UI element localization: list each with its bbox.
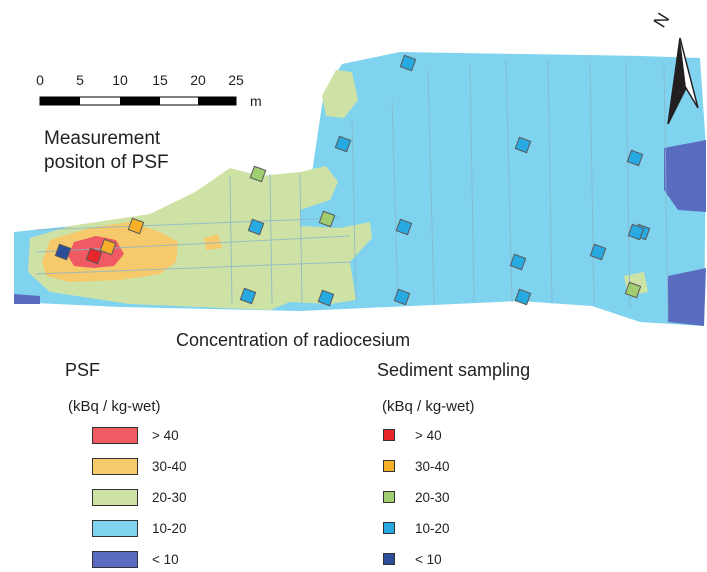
zone-30-40-east [204,234,222,250]
legend-psf-swatch [92,488,138,506]
sediment-sample-marker [589,243,607,261]
scale-tick-label: 10 [112,72,128,88]
legend-psf-swatch [92,519,138,537]
legend-psf-unit: (kBq / kg-wet) [68,398,161,415]
legend-psf-label: 30-40 [152,458,187,474]
legend-psf-swatch [92,457,138,475]
legend-psf-item: < 10 [92,548,179,570]
sediment-sample-marker [239,287,257,305]
legend-sediment-item: 20-30 [383,486,450,508]
scale-unit: m [250,93,262,109]
sediment-sample-marker [249,165,267,183]
scale-tick-label: 0 [36,72,44,88]
legend-sediment-unit: (kBq / kg-wet) [382,398,475,415]
north-label: N [650,9,674,31]
legend-sediment-label: > 40 [415,427,442,443]
scale-tick-label: 15 [152,72,168,88]
legend-sediment-item: 10-20 [383,517,450,539]
sediment-sample-marker [99,238,117,256]
scale-tick-label: 25 [228,72,244,88]
legend-psf-item: > 40 [92,424,179,446]
legend-sediment-label: 10-20 [415,520,450,536]
sediment-sample-marker [514,288,532,306]
legend-sediment-swatch [383,522,395,534]
sediment-sample-marker [247,218,265,236]
sediment-sample-marker [395,218,413,236]
legend-sediment-title: Sediment sampling [377,360,531,380]
zone-below-10-se [668,268,706,326]
concentration-title: Concentration of radiocesium [176,330,411,350]
legend-psf-item: 10-20 [92,517,187,539]
measurement-label-line2: positon of PSF [44,152,169,173]
legend-sediment-item: < 10 [383,548,442,570]
zone-below-10-sw [14,294,40,304]
measurement-label-line1: Measurement [44,128,161,149]
legend-sediment-item: > 40 [383,424,442,446]
sediment-sample-marker [399,54,417,72]
sediment-sample-marker [317,289,335,307]
legend-sediment-swatch [383,491,395,503]
legend-psf-swatch [92,426,138,444]
legend-psf-label: < 10 [152,551,179,567]
legend-psf-title: PSF [65,360,101,380]
sediment-sample-marker [85,247,103,265]
legend-psf-label: 20-30 [152,489,187,505]
sediment-sample-marker [54,243,72,261]
legend-sediment-swatch [383,553,395,565]
sediment-sample-marker [624,281,642,299]
scale-tick-label: 20 [190,72,206,88]
legend-psf-item: 20-30 [92,486,187,508]
scale-bar [39,96,237,106]
psf-measurement-lines [35,59,669,319]
legend-psf-label: > 40 [152,427,179,443]
sediment-sample-marker [127,217,145,235]
sediment-sample-marker [627,223,645,241]
legend-sediment-swatch [383,460,395,472]
legend-sediment-label: 20-30 [415,489,450,505]
sediment-sample-marker [334,135,352,153]
legend-sediment-item: 30-40 [383,455,450,477]
legend-psf-label: 10-20 [152,520,187,536]
legend-sediment-label: < 10 [415,551,442,567]
sediment-sample-marker [509,253,527,271]
sediment-sample-marker [626,149,644,167]
sediment-samples [54,54,651,307]
north-arrow-icon [667,37,699,125]
zone-20-30-north [322,70,358,118]
legend-psf-swatch [92,550,138,568]
legend-sediment-swatch [383,429,395,441]
sediment-sample-marker [318,210,336,228]
sediment-sample-marker [393,288,411,306]
scale-tick-label: 5 [76,72,84,88]
zone-below-10-ne [664,140,706,212]
sediment-sample-marker [514,136,532,154]
legend-sediment-label: 30-40 [415,458,450,474]
measurement-label: Measurement positon of PSF [44,127,169,175]
legend-psf-item: 30-40 [92,455,187,477]
